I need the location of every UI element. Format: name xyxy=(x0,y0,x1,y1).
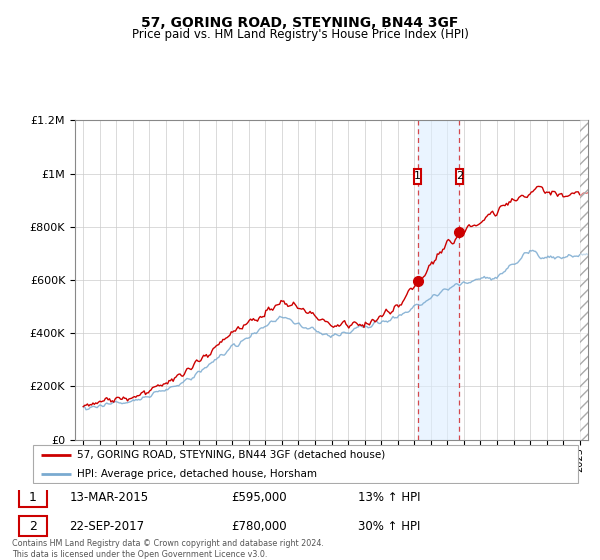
Text: Price paid vs. HM Land Registry's House Price Index (HPI): Price paid vs. HM Land Registry's House … xyxy=(131,28,469,41)
Text: 57, GORING ROAD, STEYNING, BN44 3GF: 57, GORING ROAD, STEYNING, BN44 3GF xyxy=(142,16,458,30)
Text: £780,000: £780,000 xyxy=(231,520,287,533)
Text: 1: 1 xyxy=(29,491,37,504)
Text: Contains HM Land Registry data © Crown copyright and database right 2024.
This d: Contains HM Land Registry data © Crown c… xyxy=(12,539,324,559)
Text: 57, GORING ROAD, STEYNING, BN44 3GF (detached house): 57, GORING ROAD, STEYNING, BN44 3GF (det… xyxy=(77,450,385,460)
Text: 22-SEP-2017: 22-SEP-2017 xyxy=(70,520,145,533)
Bar xyxy=(418,120,460,440)
Text: 2: 2 xyxy=(456,171,463,181)
FancyBboxPatch shape xyxy=(19,516,47,536)
FancyBboxPatch shape xyxy=(414,169,421,184)
FancyBboxPatch shape xyxy=(33,445,578,483)
Text: HPI: Average price, detached house, Horsham: HPI: Average price, detached house, Hors… xyxy=(77,469,317,479)
Text: 13% ↑ HPI: 13% ↑ HPI xyxy=(358,491,420,504)
Text: 30% ↑ HPI: 30% ↑ HPI xyxy=(358,520,420,533)
Bar xyxy=(580,120,588,440)
Text: 1: 1 xyxy=(414,171,421,181)
Text: 13-MAR-2015: 13-MAR-2015 xyxy=(70,491,149,504)
Text: 2: 2 xyxy=(29,520,37,533)
Bar xyxy=(580,120,588,440)
Text: £595,000: £595,000 xyxy=(231,491,287,504)
FancyBboxPatch shape xyxy=(456,169,463,184)
FancyBboxPatch shape xyxy=(19,488,47,507)
